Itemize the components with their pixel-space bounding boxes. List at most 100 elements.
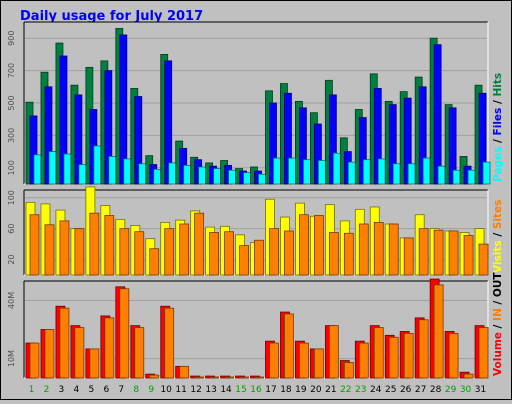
bar-in-day-4 [74, 327, 85, 379]
bar-sites-day-7 [119, 228, 130, 276]
bar-files-day-29 [448, 107, 457, 185]
x-tick-label-day-15: 15 [235, 385, 246, 395]
bar-files-day-26 [403, 97, 412, 185]
bar-in-day-30 [463, 373, 474, 379]
bar-in-day-9 [149, 374, 160, 379]
bar-in-day-13 [209, 376, 220, 379]
x-tick-label-day-3: 3 [59, 385, 65, 395]
bar-sites-day-16 [254, 239, 264, 276]
bar-files-day-20 [313, 123, 322, 185]
legend-part: Volume [492, 332, 504, 376]
x-tick-label-day-4: 4 [74, 385, 80, 395]
bar-sites-day-5 [89, 212, 100, 276]
bar-in-day-27 [418, 319, 429, 379]
bar-sites-day-2 [44, 224, 55, 276]
x-tick-label-day-8: 8 [133, 385, 139, 395]
x-tick-label-day-25: 25 [385, 385, 396, 395]
y-tick-label: 100 [7, 160, 16, 175]
panel-legend-label: Volume / IN / OUT [492, 272, 504, 376]
bar-sites-day-8 [134, 231, 145, 276]
bar-in-day-23 [358, 342, 369, 379]
x-tick-label-day-12: 12 [190, 385, 201, 395]
x-tick-label-day-20: 20 [310, 385, 322, 395]
bar-pages-day-30 [467, 169, 476, 185]
panel-legend-label: Visits / Sites [492, 200, 504, 273]
bar-files-day-2 [44, 86, 53, 185]
bar-sites-day-27 [418, 228, 429, 276]
bar-sites-day-3 [59, 220, 70, 276]
legend-part: OUT [492, 272, 504, 297]
bar-sites-day-18 [284, 230, 294, 276]
bar-files-day-4 [74, 94, 83, 185]
x-tick-label-day-10: 10 [160, 385, 172, 395]
bar-sites-day-9 [149, 248, 160, 276]
bar-sites-day-24 [373, 222, 384, 276]
bar-pages-day-13 [213, 168, 222, 185]
bar-in-day-31 [478, 327, 489, 379]
y-tick-label: 100 [7, 190, 16, 205]
bar-pages-day-10 [168, 162, 177, 185]
bar-sites-day-25 [388, 223, 399, 276]
bar-pages-day-23 [362, 159, 371, 185]
bar-in-day-10 [164, 307, 175, 379]
bar-sites-day-21 [328, 232, 339, 276]
bar-files-day-24 [373, 88, 382, 185]
bar-sites-day-17 [269, 228, 279, 276]
bar-in-day-28 [433, 284, 444, 379]
bar-files-day-23 [358, 117, 367, 185]
x-tick-label-day-30: 30 [460, 385, 472, 395]
x-tick-label-day-7: 7 [118, 385, 124, 395]
legend-part: / [492, 297, 504, 308]
bar-files-day-31 [478, 92, 487, 185]
bar-in-day-19 [299, 342, 309, 379]
legend-part: Visits [492, 240, 504, 273]
bar-in-day-20 [313, 348, 324, 379]
y-tick-label: 900 [7, 31, 16, 46]
bar-sites-day-12 [194, 212, 205, 276]
bar-pages-day-24 [377, 158, 386, 185]
y-tick-label: 700 [7, 63, 16, 78]
x-tick-label-day-6: 6 [103, 385, 109, 395]
bar-in-day-16 [254, 376, 264, 379]
bar-in-day-24 [373, 327, 384, 379]
y-tick-label: 300 [7, 128, 16, 143]
bar-sites-day-26 [403, 237, 414, 276]
x-tick-label-day-27: 27 [415, 385, 426, 395]
bar-pages-day-7 [123, 158, 132, 185]
bar-pages-day-27 [422, 157, 431, 185]
bar-files-day-28 [433, 44, 442, 185]
bar-files-day-17 [269, 102, 277, 185]
bar-in-day-15 [239, 376, 249, 379]
x-tick-label-day-17: 17 [265, 385, 276, 395]
legend-part: / [492, 321, 504, 332]
x-tick-label-day-29: 29 [445, 385, 457, 395]
x-tick-label-day-24: 24 [370, 385, 382, 395]
bar-files-day-8 [134, 96, 143, 185]
x-tick-label-day-1: 1 [29, 385, 35, 395]
legend-part: Files [492, 108, 504, 136]
bar-pages-day-16 [258, 173, 266, 185]
bar-pages-day-20 [317, 160, 326, 185]
bar-sites-day-1 [29, 214, 40, 276]
bar-pages-day-4 [78, 164, 87, 185]
bar-pages-day-21 [332, 152, 341, 185]
bar-in-day-18 [284, 313, 294, 379]
bar-pages-day-31 [482, 161, 491, 185]
bar-in-day-3 [59, 307, 70, 379]
bar-files-day-7 [119, 34, 128, 185]
bar-files-day-25 [388, 104, 397, 185]
y-tick-label: 10M [7, 350, 16, 367]
bar-in-day-21 [328, 325, 339, 379]
bar-sites-day-31 [478, 243, 489, 276]
bar-sites-day-23 [358, 223, 369, 276]
bar-files-day-27 [418, 86, 427, 185]
legend-part: IN [492, 308, 504, 321]
bar-in-day-14 [224, 376, 234, 379]
bar-sites-day-22 [343, 232, 354, 276]
x-tick-label-day-31: 31 [475, 385, 486, 395]
bar-in-day-5 [89, 348, 100, 379]
bar-files-day-1 [29, 115, 38, 185]
bar-in-day-22 [343, 362, 354, 379]
x-tick-label-day-18: 18 [280, 385, 292, 395]
